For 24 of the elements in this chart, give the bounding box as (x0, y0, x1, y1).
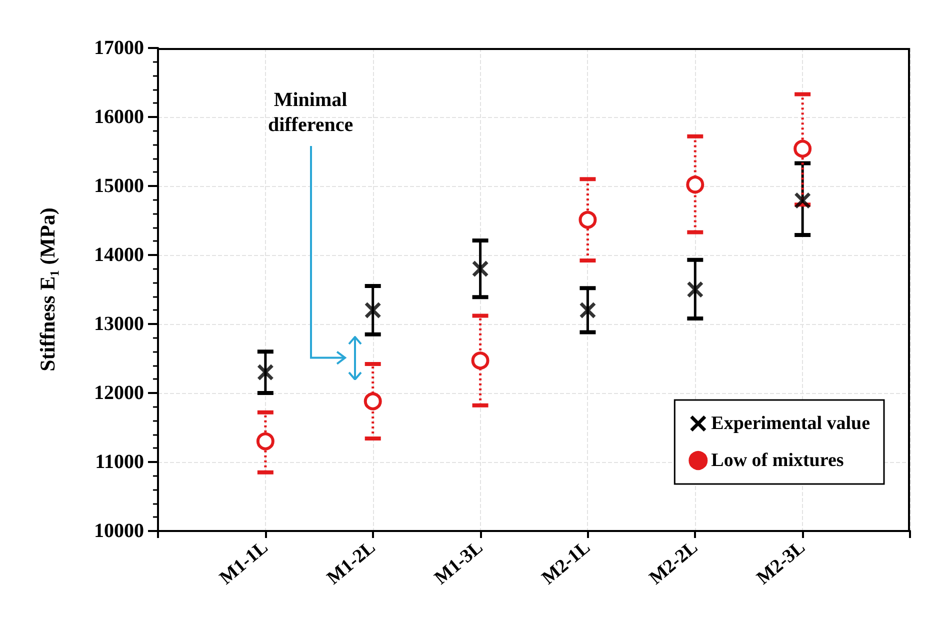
y-tick-label: 10000 (94, 520, 144, 542)
point (256, 432, 274, 450)
point (578, 210, 597, 229)
y-tick-label: 17000 (94, 37, 144, 59)
point (257, 364, 274, 380)
point (794, 192, 811, 208)
y-axis-title: Stiffness E₁ (MPa) (36, 208, 60, 372)
legend-label: Experimental value (711, 413, 870, 434)
y-tick-label: 11000 (95, 451, 144, 473)
point (794, 140, 812, 158)
point (364, 392, 382, 410)
point (580, 302, 596, 318)
y-tick-label: 16000 (94, 106, 144, 128)
point (472, 260, 488, 277)
y-tick-label: 12000 (94, 382, 144, 404)
point (364, 302, 381, 318)
y-tick-label: 15000 (94, 175, 144, 197)
point (471, 352, 490, 370)
point (687, 282, 704, 298)
point (686, 176, 704, 194)
y-tick-label: 14000 (94, 244, 144, 266)
legend-label: Low of mixtures (711, 450, 844, 471)
y-tick-label: 13000 (94, 313, 144, 335)
annotation: Minimal difference (266, 88, 354, 138)
